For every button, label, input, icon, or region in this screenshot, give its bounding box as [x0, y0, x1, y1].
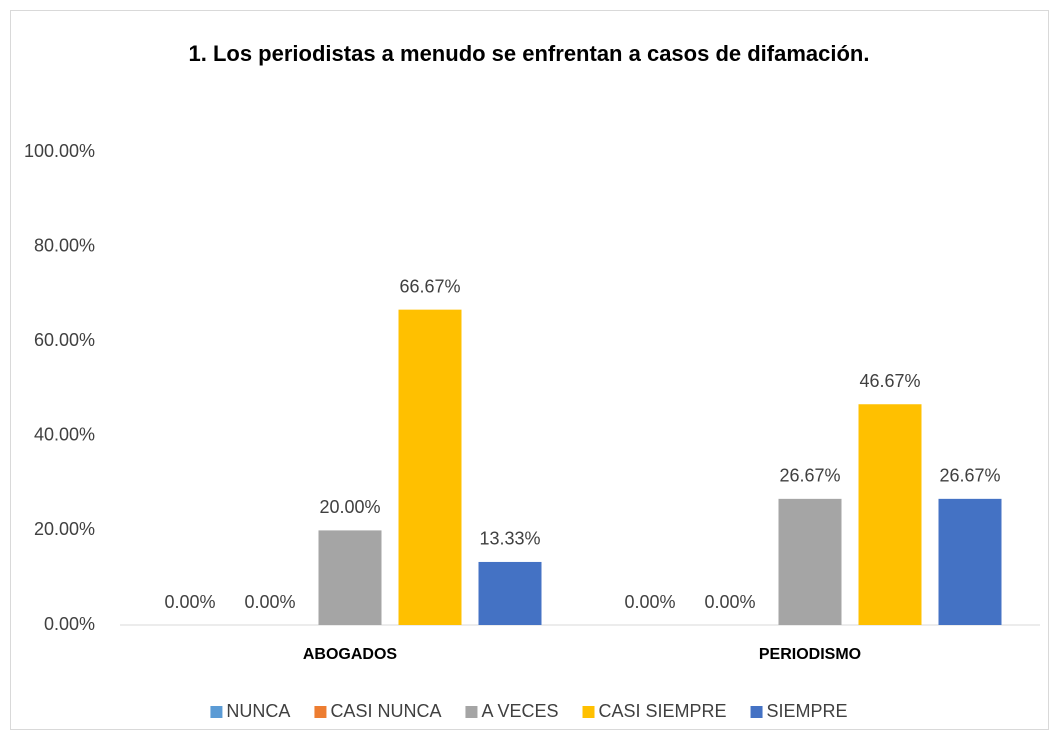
legend-swatch	[314, 706, 327, 718]
value-label: 20.00%	[319, 497, 380, 517]
value-label: 0.00%	[704, 592, 755, 612]
value-label: 13.33%	[479, 529, 540, 549]
value-label: 0.00%	[244, 592, 295, 612]
bar	[858, 404, 922, 625]
legend-label: A VECES	[481, 701, 558, 721]
legend-swatch	[750, 706, 763, 718]
bar	[938, 498, 1002, 625]
bar	[778, 498, 842, 625]
y-tick-label: 60.00%	[34, 330, 95, 350]
value-label: 0.00%	[624, 592, 675, 612]
y-tick-label: 40.00%	[34, 425, 95, 445]
legend-label: NUNCA	[226, 701, 290, 721]
chart-title: 1. Los periodistas a menudo se enfrentan…	[189, 41, 870, 66]
value-label: 26.67%	[779, 466, 840, 486]
legend-swatch	[210, 706, 223, 718]
legend-label: CASI SIEMPRE	[599, 701, 727, 721]
bar	[318, 530, 382, 625]
value-label: 26.67%	[939, 466, 1000, 486]
y-tick-label: 80.00%	[34, 235, 95, 255]
value-label: 66.67%	[399, 276, 460, 296]
legend-swatch	[465, 706, 478, 718]
bar	[478, 561, 542, 625]
legend-swatch	[582, 706, 595, 718]
bar	[398, 309, 462, 625]
y-tick-label: 100.00%	[24, 141, 95, 161]
legend-label: CASI NUNCA	[330, 701, 441, 721]
value-label: 46.67%	[859, 371, 920, 391]
x-tick-label: PERIODISMO	[759, 646, 861, 663]
y-tick-label: 20.00%	[34, 519, 95, 539]
value-label: 0.00%	[164, 592, 215, 612]
y-tick-label: 0.00%	[44, 614, 95, 634]
x-tick-label: ABOGADOS	[303, 646, 398, 663]
legend-label: SIEMPRE	[767, 701, 848, 721]
